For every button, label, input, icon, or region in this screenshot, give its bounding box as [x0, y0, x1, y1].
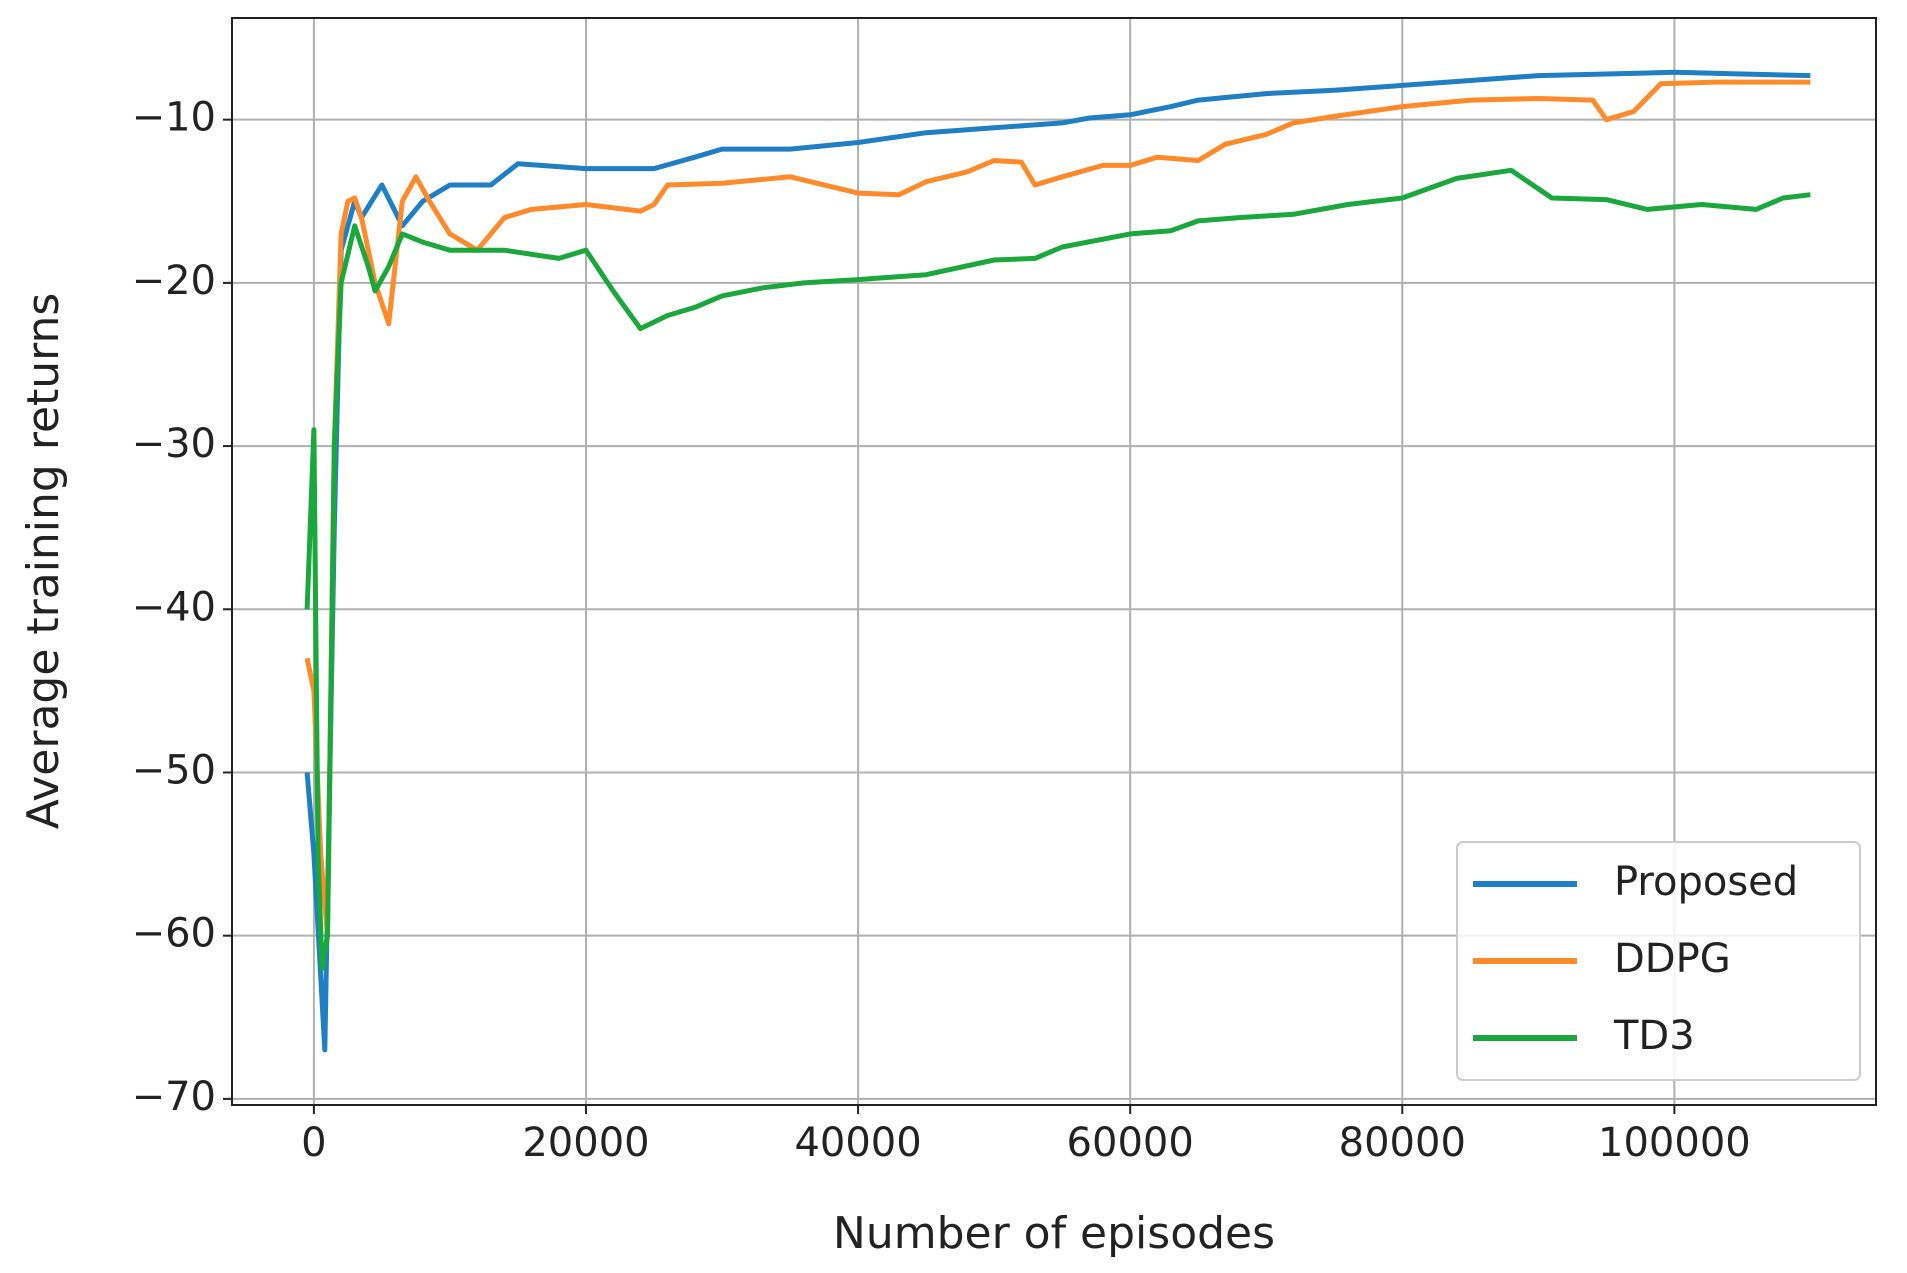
x-tick-label: 60000 — [1067, 1120, 1194, 1166]
x-axis-label: Number of episodes — [833, 1208, 1275, 1259]
x-tick-label: 20000 — [522, 1120, 649, 1166]
y-tick-label: −30 — [132, 421, 216, 467]
legend-label: Proposed — [1614, 859, 1798, 905]
legend-label: DDPG — [1614, 936, 1731, 982]
y-tick-label: −50 — [132, 747, 216, 793]
legend-label: TD3 — [1613, 1013, 1695, 1059]
legend-box — [1456, 841, 1861, 1081]
x-tick-label: 0 — [301, 1120, 326, 1166]
y-tick-label: −40 — [132, 584, 216, 630]
plot-frame — [231, 17, 1877, 1106]
series-line — [304, 79, 1811, 939]
x-tick-label: 100000 — [1598, 1120, 1751, 1166]
y-tick-label: −10 — [132, 95, 216, 141]
x-tick-label: 40000 — [794, 1120, 921, 1166]
x-tick-label: 80000 — [1339, 1120, 1466, 1166]
y-axis-label: Average training returns — [18, 293, 69, 830]
y-tick-label: −70 — [132, 1074, 216, 1120]
y-tick-label: −60 — [132, 911, 216, 957]
series-line — [304, 167, 1811, 971]
y-tick-label: −20 — [132, 258, 216, 304]
